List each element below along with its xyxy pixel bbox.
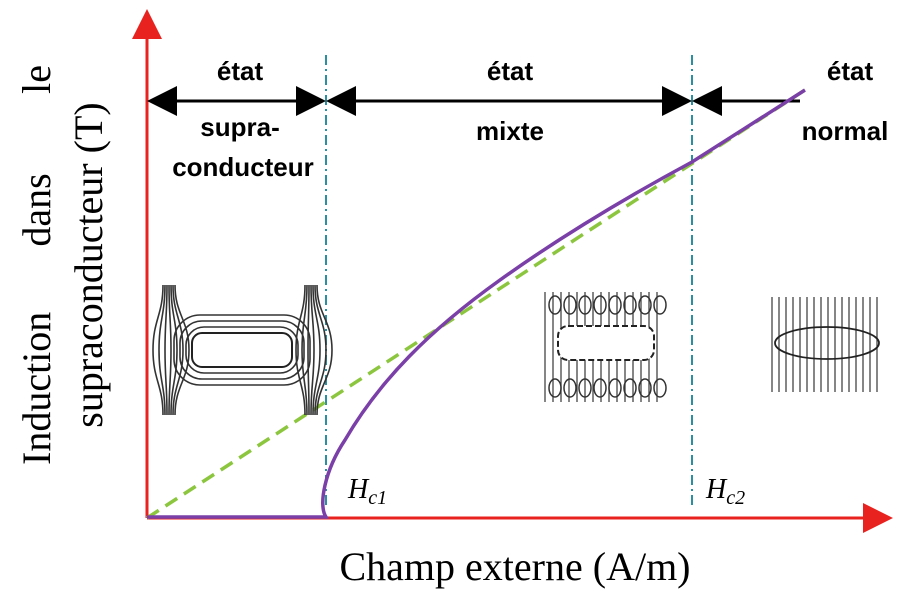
vortex	[624, 379, 636, 397]
vortex	[549, 296, 561, 314]
symbol: H	[347, 474, 370, 505]
field-line	[165, 285, 167, 415]
vortex	[654, 296, 666, 314]
y-label-word: le	[14, 65, 59, 94]
region-label: mixte	[476, 116, 544, 146]
region-label: état	[217, 56, 264, 86]
vortex	[624, 296, 636, 314]
sample	[558, 326, 654, 360]
y-label-word: supraconducteur (T)	[66, 102, 111, 427]
y-label-word: Induction	[14, 312, 59, 465]
y-label-word: dans	[14, 173, 59, 246]
vortex	[594, 379, 606, 397]
subscript: c1	[368, 487, 387, 509]
region-label: état	[487, 56, 534, 86]
region-label: supra-	[200, 112, 279, 142]
sample	[192, 333, 292, 367]
vortex	[564, 296, 576, 314]
subscript: c2	[726, 487, 745, 509]
vortex	[609, 379, 621, 397]
hc1-label: Hc1	[347, 474, 387, 509]
y-axis-label: Induction dans le supraconducteur (T)	[14, 65, 111, 465]
vortex	[654, 379, 666, 397]
vortex	[609, 296, 621, 314]
field-line	[308, 285, 309, 415]
diagram: état supra- conducteur état mixte état n…	[0, 0, 908, 591]
vortex	[549, 379, 561, 397]
symbol: H	[705, 474, 728, 505]
region-label: normal	[802, 116, 889, 146]
vortex	[594, 296, 606, 314]
field-line	[159, 285, 165, 415]
illustrations	[153, 285, 879, 415]
field-line	[153, 285, 163, 415]
hc2-label: Hc2	[705, 474, 745, 509]
x-axis-label: Champ externe (A/m)	[340, 544, 691, 589]
vortex	[564, 379, 576, 397]
region-label: état	[827, 56, 874, 86]
region-label: conducteur	[172, 152, 314, 182]
field-line	[169, 285, 171, 415]
